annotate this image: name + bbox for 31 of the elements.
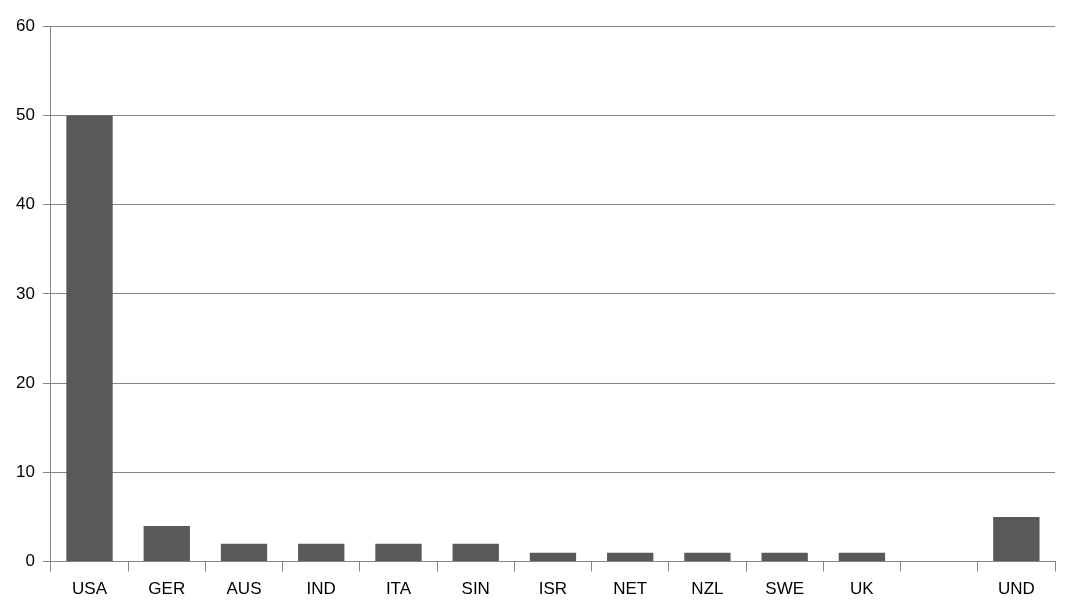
y-tick-label: 40	[15, 194, 35, 214]
x-tick-label: USA	[72, 579, 108, 599]
x-tick-label: ISR	[538, 579, 568, 599]
x-tick-label: ITA	[385, 579, 412, 599]
x-tick-label: GER	[148, 579, 186, 599]
bar	[375, 543, 422, 562]
bar	[993, 516, 1040, 562]
bar	[684, 552, 731, 562]
bar	[66, 115, 113, 562]
y-tick-label: 10	[15, 462, 35, 482]
bar	[607, 552, 654, 562]
bar	[452, 543, 499, 562]
y-tick-label: 60	[15, 15, 35, 35]
x-tick-label: SWE	[765, 579, 805, 599]
x-tick-label: UND	[997, 579, 1035, 599]
bar	[220, 543, 268, 562]
bar	[143, 525, 190, 562]
bar	[761, 552, 808, 562]
y-tick-label: 20	[15, 372, 35, 392]
x-tick-label: UK	[850, 579, 875, 599]
bar	[298, 543, 345, 562]
x-tick-label: AUS	[226, 579, 262, 599]
x-tick-label: NET	[613, 579, 648, 599]
y-tick-label: 30	[15, 283, 35, 303]
y-tick-label: 0	[25, 551, 35, 571]
x-tick-label: SIN	[461, 579, 490, 599]
bar	[529, 552, 577, 562]
x-tick-label: IND	[306, 579, 336, 599]
y-tick-label: 50	[15, 105, 35, 125]
bar	[838, 552, 886, 562]
x-tick-label: NZL	[691, 579, 724, 599]
